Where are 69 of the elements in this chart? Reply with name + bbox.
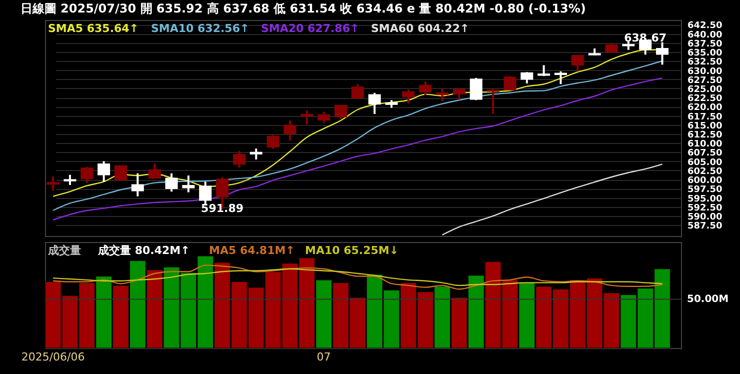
candlestick bbox=[148, 162, 161, 180]
line-series bbox=[52, 77, 663, 221]
y-tick-label: 610.00 bbox=[688, 140, 722, 150]
candlestick bbox=[486, 88, 500, 115]
candlestick bbox=[266, 134, 280, 150]
candlestick bbox=[554, 70, 567, 86]
text: SMA20 627.86↑ bbox=[261, 22, 360, 35]
candlestick bbox=[131, 172, 144, 198]
candlestick bbox=[182, 174, 195, 194]
y-tick-label: 595.00 bbox=[688, 194, 722, 204]
candlestick bbox=[334, 104, 347, 120]
candlestick bbox=[232, 150, 246, 169]
y-tick-label: 597.50 bbox=[688, 185, 722, 196]
line-series bbox=[52, 60, 663, 212]
series-label: MA10 65.25M↓ bbox=[305, 244, 399, 257]
candlestick bbox=[504, 75, 516, 91]
y-tick-label: 605.00 bbox=[688, 158, 722, 168]
y-tick-label: 592.50 bbox=[688, 203, 722, 214]
y-tick-label: 620.00 bbox=[688, 103, 722, 114]
candlestick bbox=[98, 160, 110, 183]
y-tick-label: 590.00 bbox=[688, 212, 722, 222]
candlestick bbox=[318, 110, 330, 124]
y-tick-label: 607.50 bbox=[688, 148, 722, 159]
series-label: 成交量 80.42M↑ bbox=[97, 244, 190, 257]
candlestick bbox=[452, 87, 466, 101]
y-tick-label: 635.00 bbox=[688, 48, 722, 59]
y-tick-label: 637.50 bbox=[688, 39, 722, 50]
candlestick bbox=[368, 92, 381, 115]
candlestick bbox=[46, 175, 60, 192]
y-tick-label: 640.00 bbox=[688, 30, 722, 40]
y-tick-label: 587.50 bbox=[688, 222, 722, 232]
chart-title: 成交量 bbox=[47, 244, 81, 257]
candlestick bbox=[250, 148, 262, 161]
y-tick-label: 617.50 bbox=[688, 112, 722, 122]
candlestick bbox=[114, 164, 127, 182]
line-series bbox=[442, 164, 663, 236]
candlestick bbox=[470, 76, 482, 102]
y-tick-label: 642.50 bbox=[688, 21, 722, 32]
x-tick-label: 2025/06/06 bbox=[21, 350, 85, 364]
y-tick-label: 600.00 bbox=[688, 176, 722, 186]
candlestick bbox=[520, 71, 534, 84]
candlestick bbox=[436, 87, 449, 102]
series-label: MA5 64.81M↑ bbox=[209, 244, 295, 257]
candlestick bbox=[656, 41, 669, 66]
text: SMA10 632.56↑ bbox=[151, 22, 250, 35]
x-tick-label: 07 bbox=[316, 350, 331, 364]
y-tick-label: 625.00 bbox=[688, 84, 722, 95]
y-tick-label: 602.50 bbox=[688, 166, 722, 177]
candlestick bbox=[64, 174, 76, 186]
y-tick-label: 632.50 bbox=[688, 58, 722, 68]
y-tick-label: 622.50 bbox=[688, 94, 722, 104]
candlestick bbox=[571, 54, 584, 72]
candlestick bbox=[351, 83, 364, 100]
y-tick-label: 612.50 bbox=[688, 130, 722, 141]
candlestick bbox=[605, 42, 618, 54]
y-tick-label: 627.50 bbox=[688, 76, 722, 86]
text: SMA5 635.64↑ bbox=[48, 22, 139, 35]
candlestick bbox=[80, 166, 94, 184]
candlestick bbox=[284, 120, 296, 142]
annotation: 591.89 bbox=[201, 202, 244, 216]
candlestick bbox=[402, 88, 415, 104]
y-tick-label: 630.00 bbox=[688, 66, 722, 77]
text: SMA60 604.22↑ bbox=[371, 22, 470, 35]
candlestick bbox=[300, 109, 314, 126]
y-tick-label: 615.00 bbox=[688, 121, 722, 132]
chart-title: 日線圖 2025/07/30 開 635.92 高 637.68 低 631.54 收 634.46 e 量 80.42M -0.80 (-0.13%) bbox=[20, 2, 586, 16]
candlestick bbox=[165, 172, 178, 193]
ref-line-label: 50.00M bbox=[687, 294, 729, 306]
candlestick bbox=[419, 80, 432, 96]
